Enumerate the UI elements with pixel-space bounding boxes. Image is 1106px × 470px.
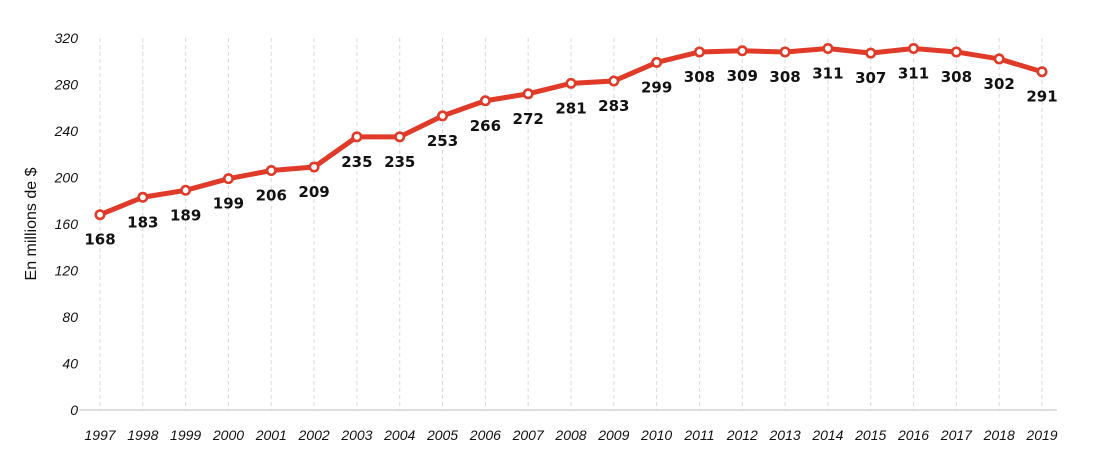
x-tick-label: 2005 (426, 427, 458, 443)
data-label: 266 (470, 117, 501, 135)
data-point (351, 131, 363, 143)
x-tick-label: 1999 (170, 427, 201, 443)
data-label: 253 (427, 132, 458, 150)
data-point (265, 165, 277, 177)
data-point (1036, 66, 1048, 78)
data-label: 281 (555, 99, 586, 117)
data-points (94, 42, 1048, 221)
data-label: 291 (1026, 88, 1057, 106)
grid-layer (80, 38, 1057, 411)
data-label: 199 (213, 195, 244, 213)
data-label: 308 (684, 68, 715, 86)
x-tick-label: 2010 (640, 427, 672, 443)
y-tick-label: 280 (54, 77, 79, 93)
data-point (779, 46, 791, 58)
data-label: 235 (341, 153, 372, 171)
y-tick-label: 0 (70, 402, 78, 418)
data-point (693, 46, 705, 58)
data-label: 299 (641, 78, 672, 96)
data-label: 302 (984, 75, 1015, 93)
x-tick-label: 2017 (940, 427, 973, 443)
x-tick-label: 2015 (854, 427, 886, 443)
data-label: 209 (298, 183, 329, 201)
data-point (865, 47, 877, 59)
x-tick-label: 2001 (255, 427, 287, 443)
data-point (437, 110, 449, 122)
y-tick-label: 160 (55, 216, 79, 232)
x-tick-label: 2011 (683, 427, 714, 443)
x-tick-label: 2014 (811, 427, 843, 443)
x-tick-label: 2002 (298, 427, 330, 443)
data-point (565, 77, 577, 89)
y-tick-label: 240 (54, 123, 79, 139)
data-label: 206 (256, 187, 287, 205)
data-point (394, 131, 406, 143)
x-tick-label: 2003 (340, 427, 372, 443)
data-point (137, 191, 149, 203)
y-tick-label: 120 (55, 263, 79, 279)
data-label: 272 (513, 110, 544, 128)
x-tick-label: 1997 (84, 427, 116, 443)
data-point (608, 75, 620, 87)
data-point (822, 42, 834, 54)
data-label: 307 (855, 69, 886, 87)
data-point (180, 184, 192, 196)
x-tick-label: 2018 (983, 427, 1015, 443)
data-label: 189 (170, 206, 201, 224)
data-labels: 168 183 189 199 206 209 235 235 253 266 272 281 283 2… (84, 64, 1057, 248)
x-axis-ticks: 1997 1998 1999 2000 2001 2002 2003 2004 2005 2006… (84, 427, 1057, 443)
y-tick-label: 200 (54, 170, 79, 186)
data-label: 308 (941, 68, 972, 86)
y-tick-label: 80 (62, 309, 78, 325)
x-tick-label: 1998 (127, 427, 158, 443)
x-tick-label: 2000 (212, 427, 244, 443)
data-point (651, 56, 663, 68)
data-point (94, 209, 106, 221)
x-tick-label: 2019 (1025, 427, 1057, 443)
y-tick-label: 320 (55, 30, 79, 46)
data-label: 183 (127, 213, 158, 231)
x-tick-label: 2006 (469, 427, 501, 443)
data-label: 168 (84, 231, 115, 249)
data-label: 308 (769, 68, 800, 86)
data-point (908, 42, 920, 54)
data-point (308, 161, 320, 173)
data-point (950, 46, 962, 58)
x-tick-label: 2009 (597, 427, 629, 443)
y-axis-ticks: 0 40 80 120 160 200 240 280 320 (54, 30, 79, 418)
x-tick-label: 2013 (769, 427, 801, 443)
data-point (479, 95, 491, 107)
data-label: 309 (727, 67, 758, 85)
x-tick-label: 2012 (726, 427, 758, 443)
x-tick-label: 2007 (512, 427, 545, 443)
data-label: 311 (812, 64, 843, 82)
x-tick-label: 2008 (554, 427, 586, 443)
data-point (522, 88, 534, 100)
y-axis-title: En millions de $ (23, 167, 40, 280)
data-label: 311 (898, 64, 929, 82)
x-tick-label: 2016 (897, 427, 929, 443)
data-label: 283 (598, 97, 629, 115)
x-tick-label: 2004 (383, 427, 415, 443)
data-label: 235 (384, 153, 415, 171)
data-point (993, 53, 1005, 65)
y-tick-label: 40 (62, 356, 78, 372)
data-point (222, 173, 234, 185)
data-point (736, 45, 748, 57)
